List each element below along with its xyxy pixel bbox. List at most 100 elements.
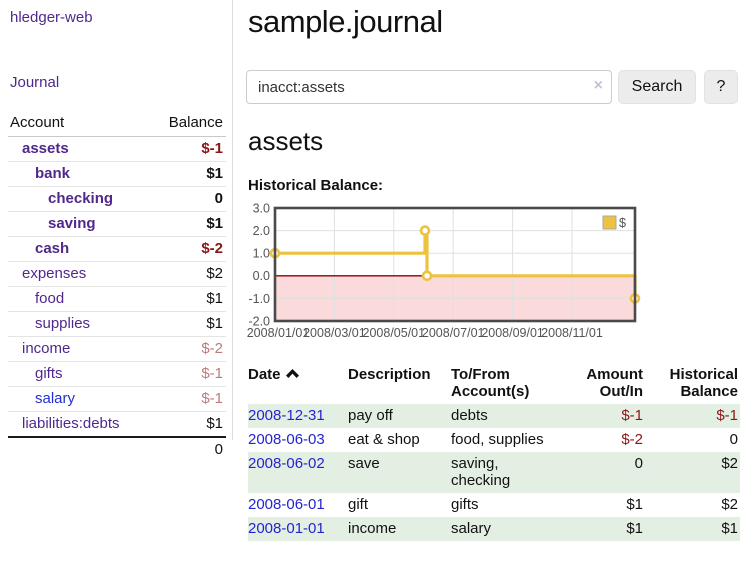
register-description-cell: save xyxy=(348,455,380,472)
svg-text:2008/05/01: 2008/05/01 xyxy=(363,326,426,340)
account-row: expenses $2 xyxy=(8,261,226,287)
register-row[interactable]: 2008-06-01 gift gifts $1 $2 xyxy=(248,493,740,517)
svg-text:2008/11/01: 2008/11/01 xyxy=(541,326,603,340)
svg-text:2.0: 2.0 xyxy=(253,224,270,238)
search-button[interactable]: Search xyxy=(618,70,696,104)
account-link[interactable]: liabilities:debts xyxy=(22,415,120,432)
register-balance-cell: 0 xyxy=(729,431,738,448)
svg-text:1.0: 1.0 xyxy=(253,247,270,261)
date-link[interactable]: 2008-06-01 xyxy=(248,496,325,513)
col-accounts[interactable]: To/From Account(s) xyxy=(451,366,530,400)
account-row: assets $-1 xyxy=(8,136,226,162)
x-axis-labels: 2008/01/01 2008/03/01 2008/05/01 2008/07… xyxy=(247,326,603,340)
col-balance[interactable]: Historical Balance xyxy=(669,366,738,400)
svg-text:2008/09/01: 2008/09/01 xyxy=(481,326,544,340)
account-row: saving $1 xyxy=(8,211,226,237)
register-amount-cell: $1 xyxy=(626,496,643,513)
account-link[interactable]: supplies xyxy=(35,315,91,332)
account-balance: $1 xyxy=(151,161,226,187)
col-date[interactable]: Date xyxy=(248,364,348,404)
accounts-col-balance: Balance xyxy=(151,112,226,137)
accounts-body: assets $-1 bank $1 checking 0 saving $1 cash $-2 e… xyxy=(8,136,226,438)
register-date-cell: 2008-12-31 xyxy=(248,404,348,428)
account-row: food $1 xyxy=(8,286,226,312)
sort-asc-icon xyxy=(285,369,299,378)
svg-text:3.0: 3.0 xyxy=(253,202,270,216)
register-row[interactable]: 2008-12-31 pay off debts $-1 $-1 xyxy=(248,404,740,428)
register-body: 2008-12-31 pay off debts $-1 $-1 2008-06-03 ea… xyxy=(248,404,740,541)
account-link[interactable]: cash xyxy=(35,240,70,257)
account-link[interactable]: salary xyxy=(35,390,76,407)
accounts-table: Account Balance assets $-1 bank $1 checking 0… xyxy=(8,112,226,462)
app-title-link[interactable]: hledger-web xyxy=(10,9,93,26)
register-date-cell: 2008-06-02 xyxy=(248,452,348,493)
account-row: supplies $1 xyxy=(8,311,226,337)
date-link[interactable]: 2008-06-02 xyxy=(248,455,325,472)
account-link[interactable]: saving xyxy=(48,215,96,232)
register-description-cell: eat & shop xyxy=(348,431,420,448)
clear-search-icon[interactable]: × xyxy=(593,77,603,94)
account-row: liabilities:debts $1 xyxy=(8,411,226,438)
date-link[interactable]: 2008-06-03 xyxy=(248,431,325,448)
account-link[interactable]: expenses xyxy=(22,265,87,282)
register-amount-cell: $-1 xyxy=(621,407,643,424)
svg-text:2008/03/01: 2008/03/01 xyxy=(303,326,366,340)
register-balance-cell: $-1 xyxy=(716,407,738,424)
main-content: sample.journal × Search ? assets Histori… xyxy=(246,0,742,541)
register-accounts-cell: saving, checking xyxy=(451,455,511,489)
register-amount-cell: $-2 xyxy=(621,431,643,448)
historical-balance-chart: $ 3.0 2.0 1.0 0.0 -1.0 -2.0 2008/01/01 2… xyxy=(247,202,641,340)
register-balance-cell: $2 xyxy=(721,455,738,472)
search-form: × Search ? xyxy=(246,70,742,104)
account-balance: $2 xyxy=(151,261,226,287)
account-balance: $1 xyxy=(151,286,226,312)
register-description-cell: income xyxy=(348,520,397,537)
chart-label: Historical Balance: xyxy=(248,177,384,194)
register-row[interactable]: 2008-06-02 save saving, checking 0 $2 xyxy=(248,452,740,493)
account-link[interactable]: bank xyxy=(35,165,71,182)
register-balance-cell: $2 xyxy=(721,496,738,513)
y-axis-labels: 3.0 2.0 1.0 0.0 -1.0 -2.0 xyxy=(248,202,270,329)
register-row[interactable]: 2008-06-03 eat & shop food, supplies $-2 0 xyxy=(248,428,740,452)
account-balance: 0 xyxy=(151,186,226,212)
col-description[interactable]: Description xyxy=(348,366,431,383)
account-row: bank $1 xyxy=(8,161,226,187)
account-balance: $1 xyxy=(151,211,226,237)
register-date-cell: 2008-06-01 xyxy=(248,493,348,517)
accounts-total-value: 0 xyxy=(151,436,226,462)
sidebar-item-journal[interactable]: Journal xyxy=(10,74,60,91)
register-amount-cell: $1 xyxy=(626,520,643,537)
register-date-cell: 2008-01-01 xyxy=(248,517,348,541)
register-date-cell: 2008-06-03 xyxy=(248,428,348,452)
chart-legend: $ xyxy=(602,215,626,230)
help-button[interactable]: ? xyxy=(704,70,738,104)
svg-text:2008/07/01: 2008/07/01 xyxy=(422,326,485,340)
account-balance: $1 xyxy=(151,411,226,438)
account-link[interactable]: checking xyxy=(48,190,114,207)
account-row: salary $-1 xyxy=(8,386,226,412)
account-row: cash $-2 xyxy=(8,236,226,262)
accounts-col-account: Account xyxy=(8,112,152,137)
account-balance: $-1 xyxy=(151,136,226,162)
page-title: sample.journal xyxy=(248,4,443,39)
date-link[interactable]: 2008-12-31 xyxy=(248,407,325,424)
svg-text:-2.0: -2.0 xyxy=(248,315,270,329)
account-link[interactable]: income xyxy=(22,340,71,357)
register-amount-cell: 0 xyxy=(634,455,643,472)
svg-text:-1.0: -1.0 xyxy=(248,292,270,306)
accounts-total-row: 0 xyxy=(8,436,226,462)
account-balance: $-2 xyxy=(151,236,226,262)
account-link[interactable]: gifts xyxy=(35,365,63,382)
col-amount[interactable]: Amount Out/In xyxy=(586,366,643,400)
account-row: checking 0 xyxy=(8,186,226,212)
register-accounts-cell: food, supplies xyxy=(451,431,544,448)
date-link[interactable]: 2008-01-01 xyxy=(248,520,325,537)
account-link[interactable]: food xyxy=(35,290,65,307)
register-accounts-cell: gifts xyxy=(451,496,479,513)
register-balance-cell: $1 xyxy=(721,520,738,537)
search-input[interactable] xyxy=(246,70,612,104)
account-row: income $-2 xyxy=(8,336,226,362)
account-link[interactable]: assets xyxy=(22,140,69,157)
register-accounts-cell: salary xyxy=(451,520,492,537)
register-row[interactable]: 2008-01-01 income salary $1 $1 xyxy=(248,517,740,541)
